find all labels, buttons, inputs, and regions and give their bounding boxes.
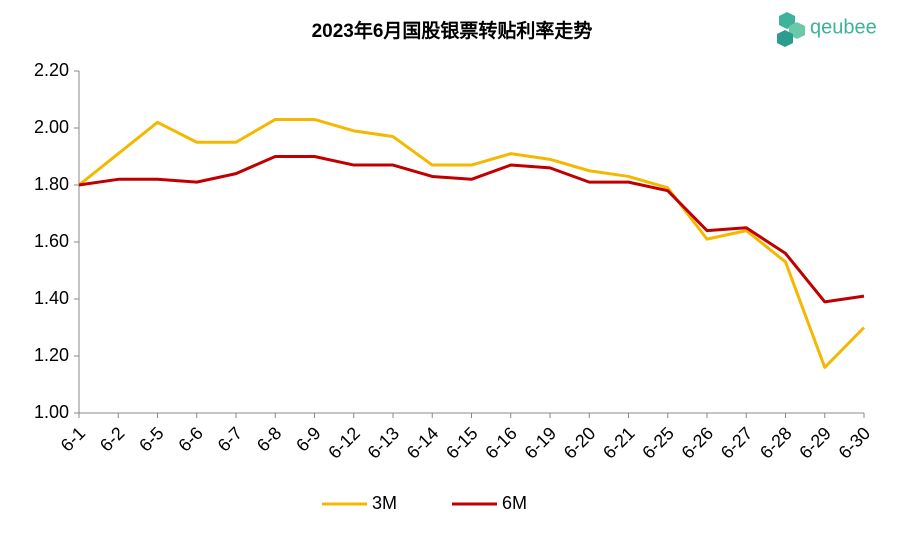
logo: qeubee (777, 12, 877, 47)
x-tick-label: 6-14 (403, 423, 443, 463)
y-tick-label: 1.20 (34, 345, 69, 365)
legend-label: 6M (502, 493, 527, 513)
chart-title: 2023年6月国股银票转贴利率走势 (312, 19, 593, 42)
y-tick-label: 2.00 (34, 117, 69, 137)
x-tick-label: 6-28 (756, 423, 796, 463)
x-tick-label: 6-20 (560, 423, 600, 463)
x-tick-label: 6-7 (214, 423, 247, 456)
x-tick-label: 6-13 (364, 423, 404, 463)
x-tick-label: 6-16 (481, 423, 521, 463)
y-tick-label: 2.20 (34, 60, 69, 80)
x-tick-label: 6-25 (638, 423, 678, 463)
x-tick-label: 6-9 (292, 423, 325, 456)
legend-label: 3M (372, 493, 397, 513)
x-tick-label: 6-6 (174, 423, 207, 456)
y-tick-label: 1.40 (34, 288, 69, 308)
x-tick-label: 6-15 (442, 423, 482, 463)
x-tick-label: 6-19 (521, 423, 561, 463)
x-tick-label: 6-30 (835, 423, 875, 463)
logo-text: qeubee (810, 16, 877, 38)
x-tick-label: 6-12 (324, 423, 364, 463)
line-series (78, 117, 866, 369)
y-tick-label: 1.60 (34, 231, 69, 251)
x-tick-label: 6-29 (795, 423, 835, 463)
x-tick-label: 6-2 (96, 423, 129, 456)
x-tick-label: 6-21 (599, 423, 639, 463)
x-tick-label: 6-27 (717, 423, 757, 463)
y-tick-label: 1.00 (34, 402, 69, 422)
x-tick-label: 6-1 (57, 423, 90, 456)
x-tick-label: 6-26 (678, 423, 718, 463)
line-series (78, 155, 865, 304)
x-tick-label: 6-5 (135, 423, 168, 456)
y-tick-label: 1.80 (34, 174, 69, 194)
x-tick-label: 6-8 (253, 423, 286, 456)
